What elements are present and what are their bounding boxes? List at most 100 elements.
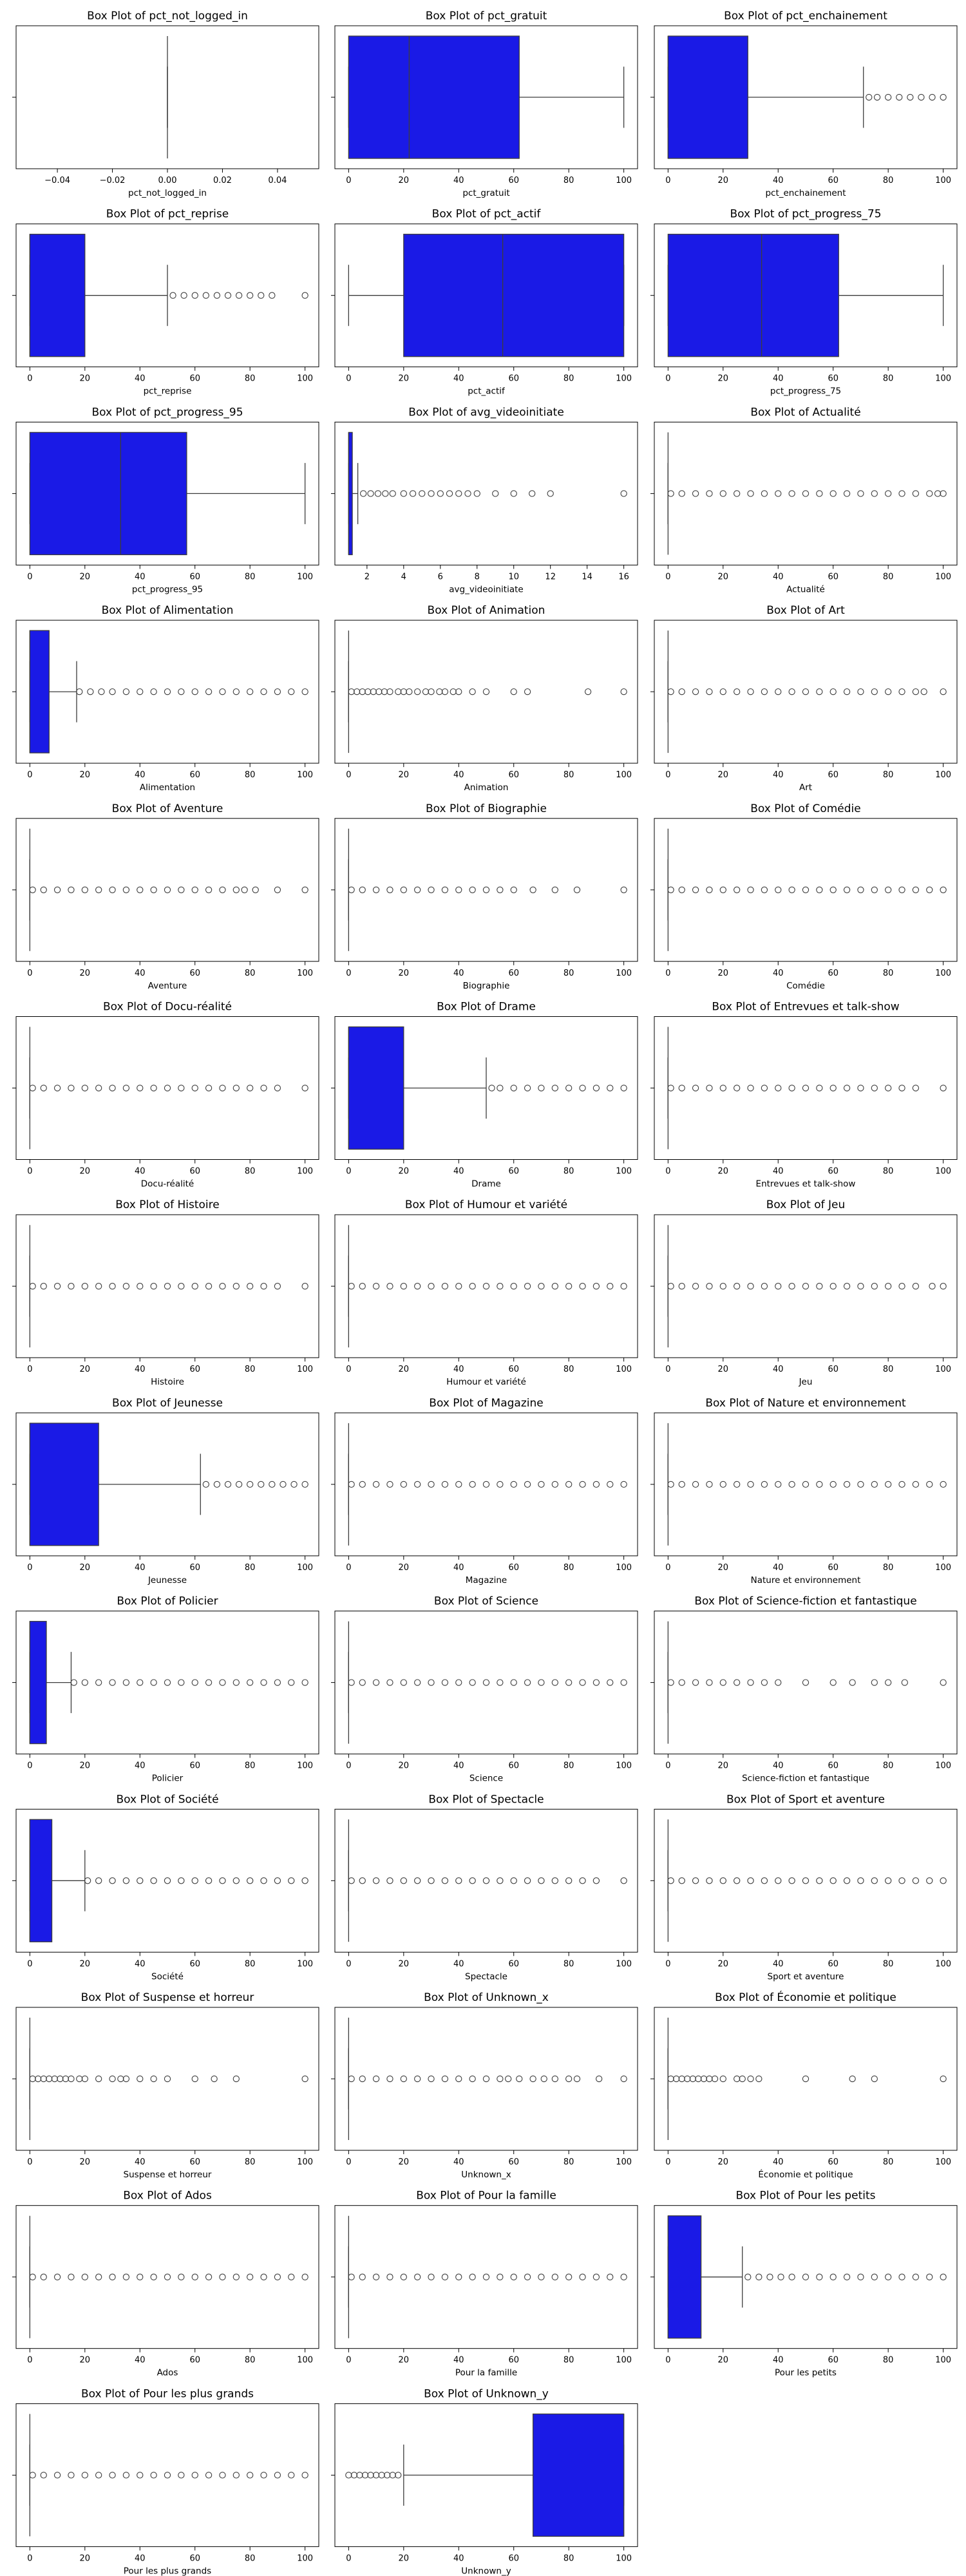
x-tick-label: 20 — [80, 374, 91, 384]
axes-frame — [334, 818, 638, 962]
outlier-point — [711, 2075, 719, 2083]
subplot-title: Box Plot of Actualité — [750, 406, 860, 419]
outlier-point — [706, 490, 713, 497]
outlier-point — [871, 1481, 878, 1488]
outlier-point — [400, 2273, 407, 2280]
outlier-point — [109, 2472, 116, 2479]
outlier-point — [400, 490, 407, 497]
x-tick-label: 100 — [616, 1365, 632, 1374]
outlier-point — [51, 2075, 58, 2083]
x-tick-label: 80 — [564, 770, 574, 780]
outlier-point — [359, 2075, 366, 2083]
outlier-point — [395, 2472, 402, 2479]
outlier-point — [761, 1084, 768, 1092]
outlier-point — [596, 2075, 603, 2083]
outlier-point — [247, 2472, 254, 2479]
subplot-title: Box Plot of Pour les petits — [735, 2190, 875, 2202]
outlier-point — [873, 93, 881, 101]
outlier-point — [53, 2472, 61, 2479]
x-tick-label: 20 — [718, 969, 729, 978]
outlier-point — [739, 2075, 746, 2083]
x-tick-label: 0 — [27, 1167, 32, 1177]
subplot-title: Box Plot of pct_reprise — [106, 208, 229, 221]
x-tick-label: 20 — [718, 1959, 729, 1969]
outlier-point — [816, 886, 823, 893]
x-tick-label: 100 — [616, 1167, 632, 1177]
outlier-point — [829, 2273, 837, 2280]
outlier-point — [775, 490, 782, 497]
outlier-point — [35, 2075, 42, 2083]
x-tick-label: 60 — [508, 176, 519, 185]
outlier-point — [896, 93, 903, 101]
outlier-point — [747, 1283, 754, 1290]
x-tick-label: 20 — [718, 176, 729, 185]
subplot: Box Plot of Suspense et horreur 0 20 40 60 80… — [12, 1991, 319, 2180]
outlier-point — [367, 2472, 374, 2479]
x-axis-label: pct_progress_75 — [770, 386, 841, 397]
outlier-point — [180, 292, 187, 299]
outlier-point — [857, 1481, 864, 1488]
outlier-point — [441, 1679, 449, 1686]
outlier-point — [706, 1679, 713, 1686]
x-tick-label: 80 — [883, 374, 894, 384]
outlier-point — [150, 1877, 157, 1884]
x-tick-label: 40 — [453, 1761, 464, 1771]
x-tick-label: 100 — [935, 1365, 951, 1374]
x-tick-label: 100 — [616, 1563, 632, 1573]
outlier-point — [150, 2273, 157, 2280]
x-axis-label: Sport et aventure — [768, 1971, 844, 1982]
outlier-point — [816, 490, 823, 497]
outlier-point — [361, 2472, 369, 2479]
outlier-point — [219, 688, 226, 696]
outlier-point — [524, 1481, 531, 1488]
outlier-point — [68, 886, 75, 893]
outlier-point — [359, 886, 366, 893]
outlier-point — [219, 2472, 226, 2479]
outlier-point — [775, 1283, 782, 1290]
outlier-point — [747, 1877, 754, 1884]
x-tick-label: 40 — [453, 1959, 464, 1969]
axes-frame — [654, 1808, 958, 1953]
outlier-point — [414, 1679, 421, 1686]
outlier-point — [482, 1283, 490, 1290]
outlier-point — [232, 886, 240, 893]
x-tick-label: 80 — [564, 1761, 574, 1771]
subplot-title: Box Plot of Animation — [428, 604, 545, 617]
outlier-point — [524, 1877, 531, 1884]
outlier-point — [288, 2472, 295, 2479]
outlier-point — [95, 886, 102, 893]
x-tick-label: 0.04 — [268, 176, 287, 185]
outlier-point — [436, 688, 443, 696]
outlier-point — [81, 2472, 88, 2479]
x-tick-label: 40 — [773, 2157, 784, 2167]
outlier-point — [706, 886, 713, 893]
outlier-point — [788, 1084, 795, 1092]
outlier-point — [164, 1084, 171, 1092]
outlier-point — [109, 1679, 116, 1686]
outlier-point — [274, 2472, 281, 2479]
x-axis-label: pct_progress_95 — [132, 584, 203, 594]
x-tick-label: 60 — [508, 1167, 519, 1177]
outlier-point — [109, 1084, 116, 1092]
subplot: Box Plot of pct_gratuit 0 20 40 60 80 100 pct_g… — [331, 10, 638, 198]
outlier-point — [301, 1481, 308, 1488]
outlier-point — [288, 2273, 295, 2280]
subplot: Box Plot of Comédie 0 20 40 60 80 100 Comédie — [650, 802, 958, 991]
outlier-point — [885, 490, 892, 497]
x-tick-label: 100 — [297, 969, 313, 978]
outlier-point — [620, 886, 627, 893]
outlier-point — [755, 2273, 762, 2280]
outlier-point — [301, 2472, 308, 2479]
subplot: Box Plot of Entrevues et talk-show 0 20 40 6… — [650, 1001, 958, 1189]
subplot: Box Plot of Actualité 0 20 40 60 80 100 Actuali… — [650, 406, 958, 594]
x-tick-label: 20 — [80, 1563, 91, 1573]
outlier-point — [178, 2273, 185, 2280]
x-tick-label: 80 — [883, 176, 894, 185]
outlier-point — [734, 1084, 741, 1092]
outlier-point — [871, 2273, 878, 2280]
outlier-point — [68, 1283, 75, 1290]
x-tick-label: −0.04 — [44, 176, 70, 185]
outlier-point — [524, 2273, 531, 2280]
x-tick-label: 80 — [564, 1563, 574, 1573]
outlier-point — [53, 1283, 61, 1290]
